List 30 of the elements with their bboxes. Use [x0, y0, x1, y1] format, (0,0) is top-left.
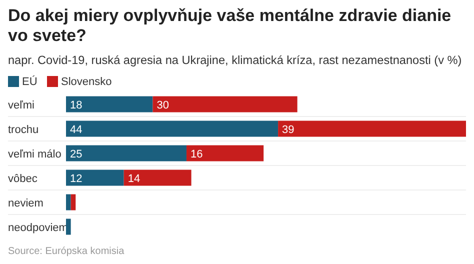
bar	[66, 170, 124, 186]
data-label: 14	[128, 172, 140, 185]
data-label: 25	[70, 148, 82, 160]
bar	[66, 218, 71, 235]
bar	[66, 194, 71, 210]
data-label: 39	[282, 124, 294, 136]
bar	[186, 145, 264, 162]
chart-title: Do akej miery ovplyvňuje vaše mentálne zdravie dianie vo svete?	[7, 5, 452, 46]
y-tick-label: veľmi málo	[8, 148, 62, 160]
bar	[278, 120, 466, 137]
data-label: 16	[190, 148, 203, 160]
bar	[66, 120, 278, 137]
y-tick-label: veľmi	[8, 99, 34, 112]
source-note: Source: Európska komisia	[8, 246, 125, 257]
y-tick-label: neviem	[8, 197, 44, 210]
y-tick-label: vôbec	[8, 172, 38, 185]
data-label: 30	[156, 99, 169, 112]
bar	[66, 96, 153, 112]
chart-subtitle: napr. Covid-19, ruská agresia na Ukrajine, klimatická kríza, rast nezamestnanosti (v %)	[8, 53, 462, 67]
bar	[124, 170, 192, 186]
bar	[66, 145, 186, 162]
bar	[70, 194, 76, 210]
y-tick-label: neodpoviem	[8, 222, 68, 234]
y-tick-label: trochu	[8, 124, 39, 136]
data-label: 12	[70, 172, 82, 185]
data-label: 44	[70, 124, 82, 136]
data-label: 18	[70, 99, 82, 112]
bar	[152, 96, 298, 112]
legend-label: EÚ	[22, 75, 38, 88]
legend-label: Slovensko	[61, 76, 112, 88]
